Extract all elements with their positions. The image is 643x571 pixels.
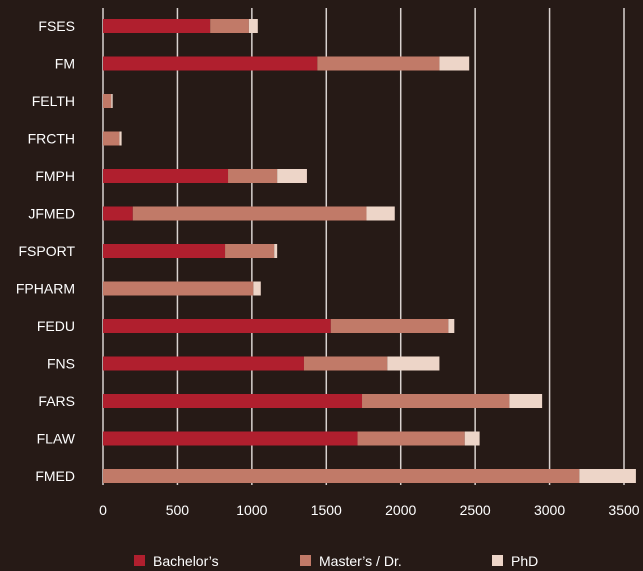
bar-flaw-series-0 [103, 431, 358, 446]
bar-fmph-series-1 [228, 169, 278, 183]
legend-swatch [300, 555, 311, 566]
bar-frcth-series-1 [103, 131, 120, 146]
bar-fars-series-1 [362, 394, 510, 408]
category-label: FLAW [37, 431, 76, 447]
x-tick-label: 2500 [460, 502, 491, 518]
bar-fmed-series-1 [103, 469, 580, 483]
bar-frcth-series-2 [119, 131, 122, 146]
bar-fns-series-2 [387, 356, 440, 371]
bar-jfmed-series-0 [103, 206, 133, 221]
legend: Bachelor’s Master’s / Dr. PhD [134, 553, 538, 569]
bar-fedu-series-0 [103, 319, 331, 333]
bar-fedu-series-2 [448, 319, 455, 333]
category-labels: FSES FM FELTH FRCTH FMPH JFMED FSPORT FPHARM FED… [16, 18, 76, 484]
bar-fpharm-series-2 [253, 281, 261, 296]
legend-label: Master’s / Dr. [319, 553, 402, 569]
bar-fars-series-2 [509, 394, 543, 408]
bar-jfmed-series-1 [132, 206, 367, 221]
category-label: FMPH [35, 168, 75, 184]
bar-fns-series-1 [303, 356, 388, 371]
bar-fses-series-2 [248, 19, 258, 33]
x-tick-label: 3500 [608, 502, 639, 518]
bar-fns-series-0 [103, 356, 304, 371]
bar-felth-series-2 [111, 94, 113, 108]
bar-fpharm-series-1 [103, 281, 254, 296]
bar-fedu-series-1 [330, 319, 449, 333]
bar-fses-series-1 [210, 19, 249, 33]
x-tick-label: 1500 [311, 502, 342, 518]
category-label: FELTH [32, 93, 75, 109]
legend-swatch [134, 555, 145, 566]
bars [103, 19, 636, 483]
bar-fsport-series-2 [274, 244, 278, 258]
category-label: FSES [38, 18, 75, 34]
category-label: FEDU [37, 318, 75, 334]
category-label: FSPORT [18, 243, 75, 259]
category-label: FRCTH [28, 131, 75, 147]
legend-swatch [492, 555, 503, 566]
bar-fm-series-1 [317, 56, 440, 71]
category-label: FARS [38, 393, 75, 409]
category-label: FPHARM [16, 281, 75, 297]
bar-fmph-series-0 [103, 169, 229, 183]
x-axis-tick-labels: 0 500 1000 1500 2000 2500 3000 3500 [99, 502, 640, 518]
category-label: FNS [47, 356, 75, 372]
x-tick-label: 3000 [534, 502, 565, 518]
x-tick-label: 2000 [385, 502, 416, 518]
bar-flaw-series-2 [464, 431, 480, 446]
x-tick-label: 1000 [236, 502, 267, 518]
bar-fsport-series-0 [103, 244, 226, 258]
x-tick-label: 0 [99, 502, 107, 518]
legend-label: PhD [511, 553, 538, 569]
category-label: FMED [35, 468, 75, 484]
bar-fars-series-0 [103, 394, 363, 408]
bar-fsport-series-1 [225, 244, 275, 258]
bar-fm-series-2 [439, 56, 470, 71]
bar-fm-series-0 [103, 56, 318, 71]
legend-label: Bachelor’s [153, 553, 219, 569]
bar-fmed-series-2 [579, 469, 636, 483]
category-label: JFMED [28, 206, 75, 222]
bar-fses-series-0 [103, 19, 211, 33]
bar-flaw-series-1 [357, 431, 465, 446]
bar-jfmed-series-2 [366, 206, 395, 221]
bar-fmph-series-2 [277, 169, 307, 183]
category-label: FM [55, 56, 75, 72]
bar-felth-series-1 [103, 94, 112, 108]
x-tick-label: 500 [166, 502, 190, 518]
